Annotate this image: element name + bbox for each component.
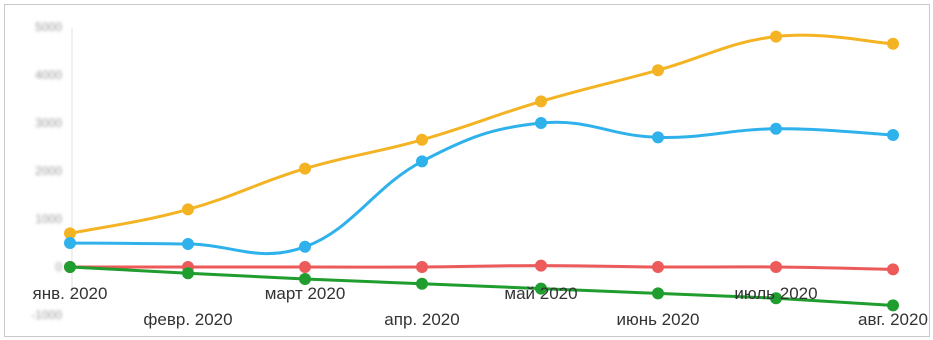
y-axis-ticks: 5000 4000 3000 2000 1000 0 -1000 <box>31 20 62 322</box>
series-1-point-2[interactable] <box>299 240 311 253</box>
series-3-point-0[interactable] <box>64 261 76 273</box>
y-tick-label: 1000 <box>35 212 62 226</box>
series-0-point-5[interactable] <box>652 64 664 77</box>
series-1-point-5[interactable] <box>652 131 664 144</box>
series-group <box>64 30 899 312</box>
series-2-point-5[interactable] <box>652 261 664 273</box>
series-1-point-3[interactable] <box>416 155 428 168</box>
y-tick-label: -1000 <box>31 308 62 322</box>
series-3-point-2[interactable] <box>299 273 311 285</box>
series-line-1 <box>68 120 895 256</box>
y-tick-label: 2000 <box>35 164 62 178</box>
series-1-point-6[interactable] <box>770 122 782 135</box>
chart-frame <box>4 4 930 337</box>
series-3-point-3[interactable] <box>416 277 428 290</box>
series-1-point-0[interactable] <box>64 237 76 249</box>
series-0-point-0[interactable] <box>64 227 76 240</box>
series-3-point-5[interactable] <box>652 287 664 300</box>
series-0-point-3[interactable] <box>416 133 428 146</box>
series-1-point-7[interactable] <box>887 129 899 141</box>
x-axis-ticks: янв. 2020 февр. 2020 март 2020 апр. 2020 май… <box>33 284 928 329</box>
series-0-point-4[interactable] <box>535 95 547 108</box>
x-tick-label: июль 2020 <box>734 284 817 303</box>
x-tick-label: апр. 2020 <box>384 310 459 329</box>
series-0-point-6[interactable] <box>770 30 782 43</box>
x-tick-label: март 2020 <box>265 284 346 303</box>
series-1-point-1[interactable] <box>182 238 194 250</box>
x-tick-label: авг. 2020 <box>858 310 928 329</box>
series-2-point-4[interactable] <box>535 259 547 272</box>
series-0-point-1[interactable] <box>182 203 194 216</box>
series-3-point-1[interactable] <box>182 267 194 280</box>
series-0-point-7[interactable] <box>887 37 899 50</box>
series-line-0 <box>68 33 895 235</box>
series-1-point-4[interactable] <box>535 117 547 129</box>
series-2-point-3[interactable] <box>416 261 428 273</box>
x-tick-label: февр. 2020 <box>143 310 232 329</box>
y-tick-label: 5000 <box>35 20 62 34</box>
series-2-point-7[interactable] <box>887 263 899 276</box>
series-3-point-7[interactable] <box>887 299 899 312</box>
series-2-point-2[interactable] <box>299 261 311 273</box>
x-tick-label: июнь 2020 <box>616 310 699 329</box>
y-tick-label: 4000 <box>35 68 62 82</box>
x-tick-label: май 2020 <box>504 284 577 303</box>
series-line-2 <box>68 264 895 271</box>
x-tick-label: янв. 2020 <box>33 284 108 303</box>
y-tick-label: 0 <box>55 260 62 274</box>
series-0-point-2[interactable] <box>299 162 311 175</box>
series-2-point-6[interactable] <box>770 261 782 273</box>
y-tick-label: 3000 <box>35 116 62 130</box>
series-3-point-4[interactable] <box>535 282 547 295</box>
series-3-point-6[interactable] <box>770 292 782 305</box>
series-line-3 <box>68 265 895 307</box>
